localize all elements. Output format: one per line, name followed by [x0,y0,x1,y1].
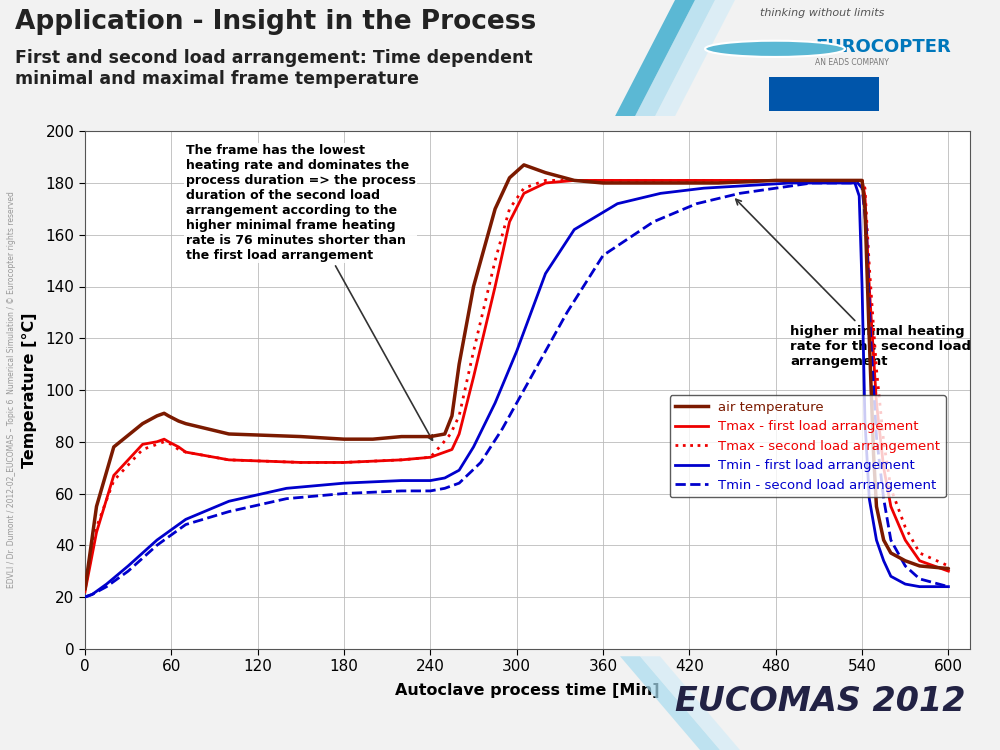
Polygon shape [655,0,735,116]
Text: EDVLI / Dr. Dumont / 2012-02_EUCOMAS – Topic 6  Numerical Simulation / © Eurocop: EDVLI / Dr. Dumont / 2012-02_EUCOMAS – T… [7,191,17,589]
Text: EUROCOPTER: EUROCOPTER [815,38,951,56]
Text: thinking without limits: thinking without limits [760,8,884,18]
Text: The frame has the lowest
heating rate and dominates the
process duration => the : The frame has the lowest heating rate an… [186,144,432,440]
Polygon shape [615,0,695,116]
Text: MET: MET [776,91,831,109]
Polygon shape [635,0,715,116]
FancyBboxPatch shape [769,77,879,111]
Text: Application - Insight in the Process: Application - Insight in the Process [15,9,536,35]
Y-axis label: Temperature [°C]: Temperature [°C] [22,312,37,468]
Polygon shape [620,656,720,750]
Text: First and second load arrangement: Time dependent
minimal and maximal frame temp: First and second load arrangement: Time … [15,49,533,88]
Circle shape [705,40,845,57]
X-axis label: Autoclave process time [Min]: Autoclave process time [Min] [395,682,660,698]
Legend: air temperature, Tmax - first load arrangement, Tmax - second load arrangement, : air temperature, Tmax - first load arran… [670,395,946,497]
Polygon shape [640,656,740,750]
Text: EUCOMAS 2012: EUCOMAS 2012 [675,685,965,718]
Text: higher minimal heating
rate for the second load
arrangement: higher minimal heating rate for the seco… [736,200,971,368]
Text: AN EADS COMPANY: AN EADS COMPANY [815,58,889,68]
